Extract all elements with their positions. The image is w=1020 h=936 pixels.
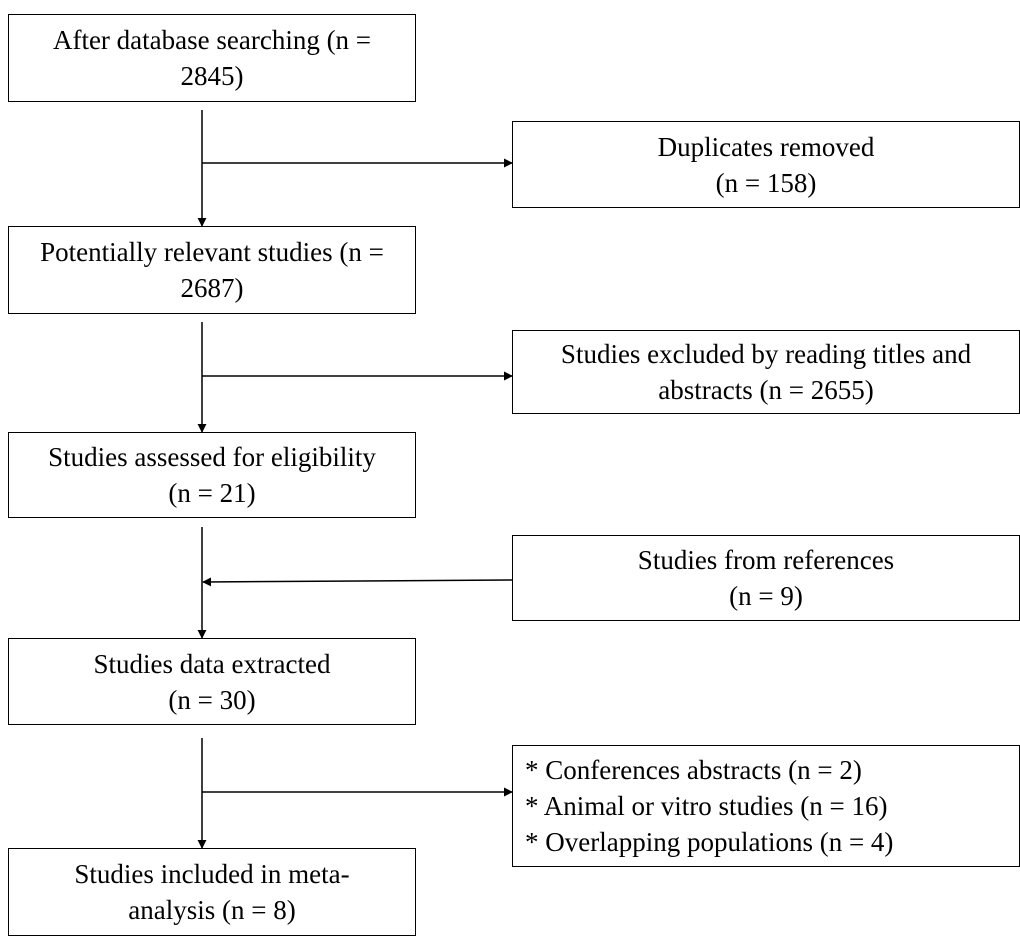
- box-line: Studies data extracted: [93, 648, 331, 679]
- box-line: Studies assessed for eligibility: [48, 442, 376, 472]
- box-line: After database searching (n =: [52, 25, 372, 55]
- box-line: abstracts (n = 2655): [658, 375, 874, 405]
- box-data-extracted: Studies data extracted (n = 30): [8, 638, 416, 725]
- exclusion-item: * Animal or vitro studies (n = 16): [525, 791, 888, 821]
- box-line: analysis (n = 8): [128, 895, 296, 925]
- box-assessed-eligibility: Studies assessed for eligibility (n = 21…: [8, 432, 416, 518]
- box-line: (n = 158): [715, 167, 817, 198]
- arrow-from-references: [202, 577, 513, 587]
- exclusion-item: * Overlapping populations (n = 4): [525, 827, 894, 857]
- box-line: Studies included in meta-: [74, 859, 350, 889]
- box-excluded-titles-abstracts: Studies excluded by reading titles and a…: [512, 330, 1020, 414]
- box-duplicates-removed: Duplicates removed (n = 158): [512, 121, 1020, 208]
- box-line: Duplicates removed: [657, 131, 875, 162]
- box-line: Potentially relevant studies (n =: [40, 237, 384, 267]
- box-line: (n = 30): [168, 684, 256, 715]
- box-line: 2845): [180, 61, 244, 91]
- exclusion-item: * Conferences abstracts (n = 2): [525, 755, 862, 785]
- box-line: (n = 21): [168, 478, 256, 508]
- box-database-search: After database searching (n = 2845): [8, 14, 416, 102]
- box-line: 2687): [180, 273, 244, 303]
- box-exclusion-reasons: * Conferences abstracts (n = 2) * Animal…: [512, 745, 1020, 867]
- box-line: (n = 9): [729, 581, 803, 611]
- box-studies-from-references: Studies from references (n = 9): [512, 535, 1020, 621]
- box-line: Studies excluded by reading titles and: [560, 339, 972, 369]
- box-included-meta-analysis: Studies included in meta- analysis (n = …: [8, 848, 416, 936]
- box-line: Studies from references: [637, 545, 895, 575]
- box-potentially-relevant: Potentially relevant studies (n = 2687): [8, 226, 416, 314]
